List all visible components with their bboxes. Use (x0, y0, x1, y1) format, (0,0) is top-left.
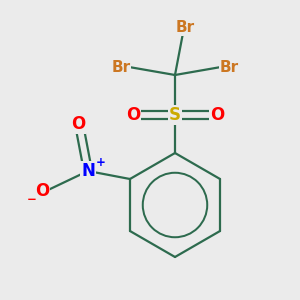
Text: O: O (35, 182, 49, 200)
Text: −: − (27, 193, 37, 206)
Text: N: N (81, 162, 95, 180)
Text: Br: Br (219, 59, 238, 74)
Text: +: + (96, 157, 106, 169)
Text: O: O (71, 115, 85, 133)
Text: Br: Br (176, 20, 195, 35)
Text: Br: Br (111, 59, 130, 74)
Text: O: O (210, 106, 224, 124)
Text: O: O (126, 106, 140, 124)
Text: S: S (169, 106, 181, 124)
